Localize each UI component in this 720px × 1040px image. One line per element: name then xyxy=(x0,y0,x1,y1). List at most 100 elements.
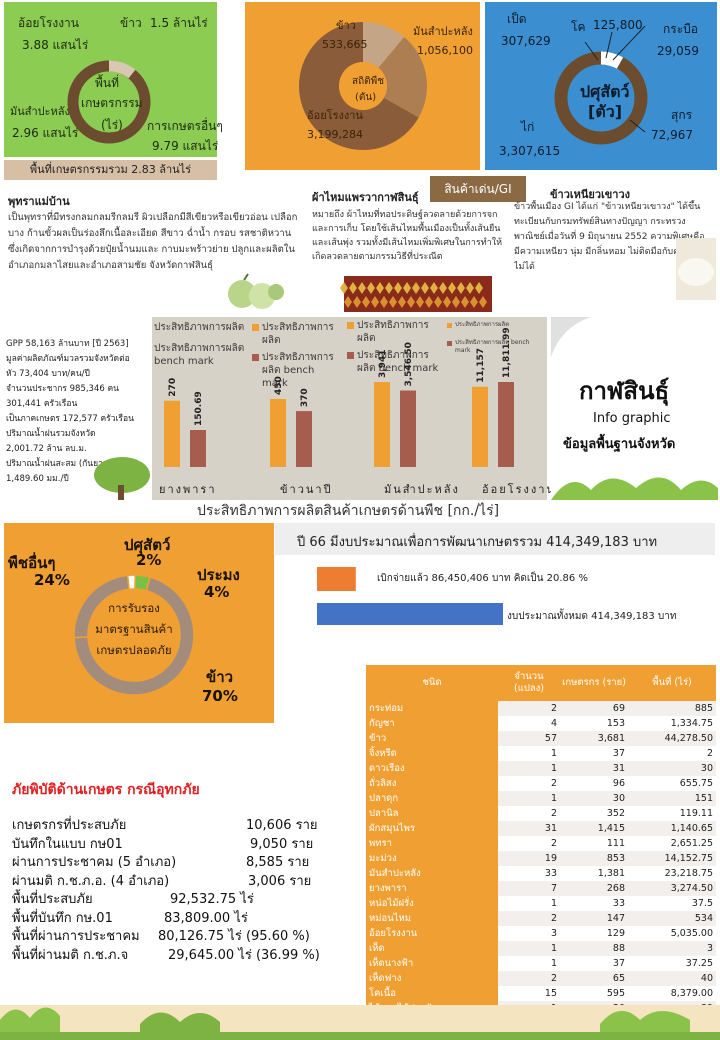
crop-slice-rice xyxy=(363,22,405,68)
silk-motif xyxy=(466,282,474,294)
bar-value-label: 11,811.99 xyxy=(502,327,512,378)
silk-motif xyxy=(475,282,483,294)
cell-plots: 57 xyxy=(498,731,560,746)
land-label-cassava: มันสำปะหลัง xyxy=(10,105,70,118)
silk-motif xyxy=(470,296,478,308)
gi-title-silk: ผ้าไหมแพรวากาฬสินธุ์ xyxy=(312,191,419,204)
livestock-value-chicken: 3,307,615 xyxy=(499,144,561,158)
cell-area: 151 xyxy=(628,791,716,806)
cell-farmers: 65 xyxy=(560,971,628,986)
crop-slice-cassava xyxy=(378,37,427,118)
cert-value-other: 24% xyxy=(34,571,70,589)
disaster-value: 29,645.00 ไร่ (36.99 %) xyxy=(168,947,320,963)
budget-panel: ปี 66 มีงบประมาณเพื่อการพัฒนาเกษตรรวม 41… xyxy=(275,523,715,643)
cell-plots: 4 xyxy=(550,718,557,729)
cell-type: ถั่วลิสง xyxy=(366,776,498,791)
table-row: กระท่อม 2 69 885 xyxy=(366,701,716,716)
cell-farmers: 853 xyxy=(560,851,628,866)
land-value-sugarcane: 3.88 แสนไร่ xyxy=(22,38,89,52)
cell-plots: 33 xyxy=(544,868,557,879)
table-header: ชนิด จำนวน (แปลง) เกษตรกร (ราย) พื้นที่ … xyxy=(366,665,716,701)
cell-area: 3 xyxy=(628,941,716,956)
gi-title-jujube: พุทราแม่บ้าน xyxy=(8,195,70,208)
cell-area: 23,218.75 xyxy=(664,868,713,879)
livestock-ring-segment xyxy=(600,51,624,69)
cell-type: หม่อนไหม xyxy=(366,911,498,926)
legend-b4: ประสิทธิภาพการผลิต bench mark xyxy=(455,339,530,354)
cell-farmers: 37 xyxy=(612,748,625,759)
silk-motif xyxy=(344,296,352,308)
livestock-label-duck: เป็ด xyxy=(507,12,527,26)
certification-donut xyxy=(73,574,195,696)
crop-value-rice: 533,665 xyxy=(322,38,368,51)
budget-total-label: งบประมาณทั้งหมด 414,349,183 บาท xyxy=(507,611,677,622)
category-label: มันสำปะหลัง xyxy=(384,483,460,496)
land-center-3: (ไร่) xyxy=(101,118,123,132)
cell-plots: 15 xyxy=(544,988,557,999)
cell-farmers: 268 xyxy=(560,881,628,896)
econ-line-9: 1,489.60 มม./ปี xyxy=(6,474,69,484)
cell-farmers: 37 xyxy=(612,958,625,969)
disaster-label: บันทึกในแบบ กษ01 xyxy=(12,836,123,852)
cell-area: 30 xyxy=(628,761,716,776)
crop-value-cassava: 1,056,100 xyxy=(417,44,473,57)
livestock-value-cattle: 125,800 xyxy=(593,18,643,32)
cert-slice xyxy=(126,574,136,591)
livestock-center-1: ปศุสัตว์ xyxy=(580,82,630,101)
livestock-label-pig: สุกร xyxy=(671,108,693,122)
silk-motif xyxy=(457,282,465,294)
cell-type: ปลานิล xyxy=(366,806,498,821)
livestock-value-pig: 72,967 xyxy=(651,128,693,142)
cell-type: หน่อไม้ฝรั่ง xyxy=(366,896,498,911)
econ-line-5: เป็นภาคเกษตร 172,577 ครัวเรือน xyxy=(6,414,134,424)
tree-decoration xyxy=(94,457,150,500)
silk-motif xyxy=(394,282,402,294)
cell-farmers: 1,415 xyxy=(560,821,628,836)
cell-type: เห็ดนางฟ้า xyxy=(366,956,498,971)
table-row: ถั่วลิสง 2 96 655.75 xyxy=(366,776,716,791)
land-center-2: เกษตรกรรม xyxy=(81,96,143,110)
cert-value-fishery: 4% xyxy=(204,583,230,601)
cell-type: ข้าว xyxy=(366,731,498,746)
disaster-label: เกษตรกรที่ประสบภัย xyxy=(12,818,127,833)
land-center-1: พื้นที่ xyxy=(95,76,120,90)
cert-slice xyxy=(73,576,195,696)
cell-type: มะม่วง xyxy=(366,851,498,866)
budget-bar-total xyxy=(317,603,503,625)
leader-buffalo xyxy=(612,25,646,61)
legend-b1: ประสิทธิภาพการผลิต bench mark xyxy=(154,343,245,367)
cell-type: เห็ดฟาง xyxy=(366,971,498,986)
cell-area: 8,379.00 xyxy=(670,988,713,999)
econ-line-8: ปริมาณน้ำฝนสะสม (กันยายน) xyxy=(6,459,117,469)
bar-value-label: 450 xyxy=(274,376,284,395)
disaster-title: ภัยพิบัติด้านเกษตร กรณีอุทกภัย xyxy=(12,782,200,798)
grass-decoration xyxy=(0,1007,720,1040)
legend-group-3: ประสิทธิภาพการผลิต ประสิทธิภาพการผลิต be… xyxy=(347,319,447,375)
cell-plots: 1 xyxy=(498,791,560,806)
table-row: โคเนื้อ 15 595 8,379.00 xyxy=(366,986,716,1001)
disaster-label: พื้นที่ประสบภัย xyxy=(12,892,93,907)
silk-motif xyxy=(371,296,379,308)
silk-motif xyxy=(380,296,388,308)
sticky-rice-image xyxy=(676,238,716,300)
col-plots: จำนวน (แปลง) xyxy=(498,665,560,701)
econ-line-1: มูลค่าผลิตภัณฑ์มวลรวมจังหวัดต่อ xyxy=(6,354,130,364)
cell-type: กระท่อม xyxy=(366,701,498,716)
econ-line-4: 301,441 ครัวเรือน xyxy=(6,399,78,409)
disaster-value: 9,050 ราย xyxy=(250,836,314,852)
silk-motif xyxy=(407,296,415,308)
cell-area: 40 xyxy=(628,971,716,986)
cert-center: การรับรองมาตรฐานสินค้าเกษตรปลอดภัย xyxy=(95,601,173,657)
cell-farmers: 31 xyxy=(560,761,628,776)
silk-motif xyxy=(421,282,429,294)
cell-type: ยางพารา xyxy=(366,881,498,896)
bar xyxy=(400,390,416,467)
cell-plots: 31 xyxy=(498,821,560,836)
cell-area: 44,278.50 xyxy=(628,731,716,746)
land-label-sugarcane: อ้อยโรงงาน xyxy=(18,16,79,30)
col-type: ชนิด xyxy=(366,665,498,701)
cell-plots: 2 xyxy=(550,838,557,849)
jujube-image xyxy=(228,273,284,309)
cell-area: 885 xyxy=(628,701,716,716)
cell-type: ปลาดุก xyxy=(366,791,498,806)
